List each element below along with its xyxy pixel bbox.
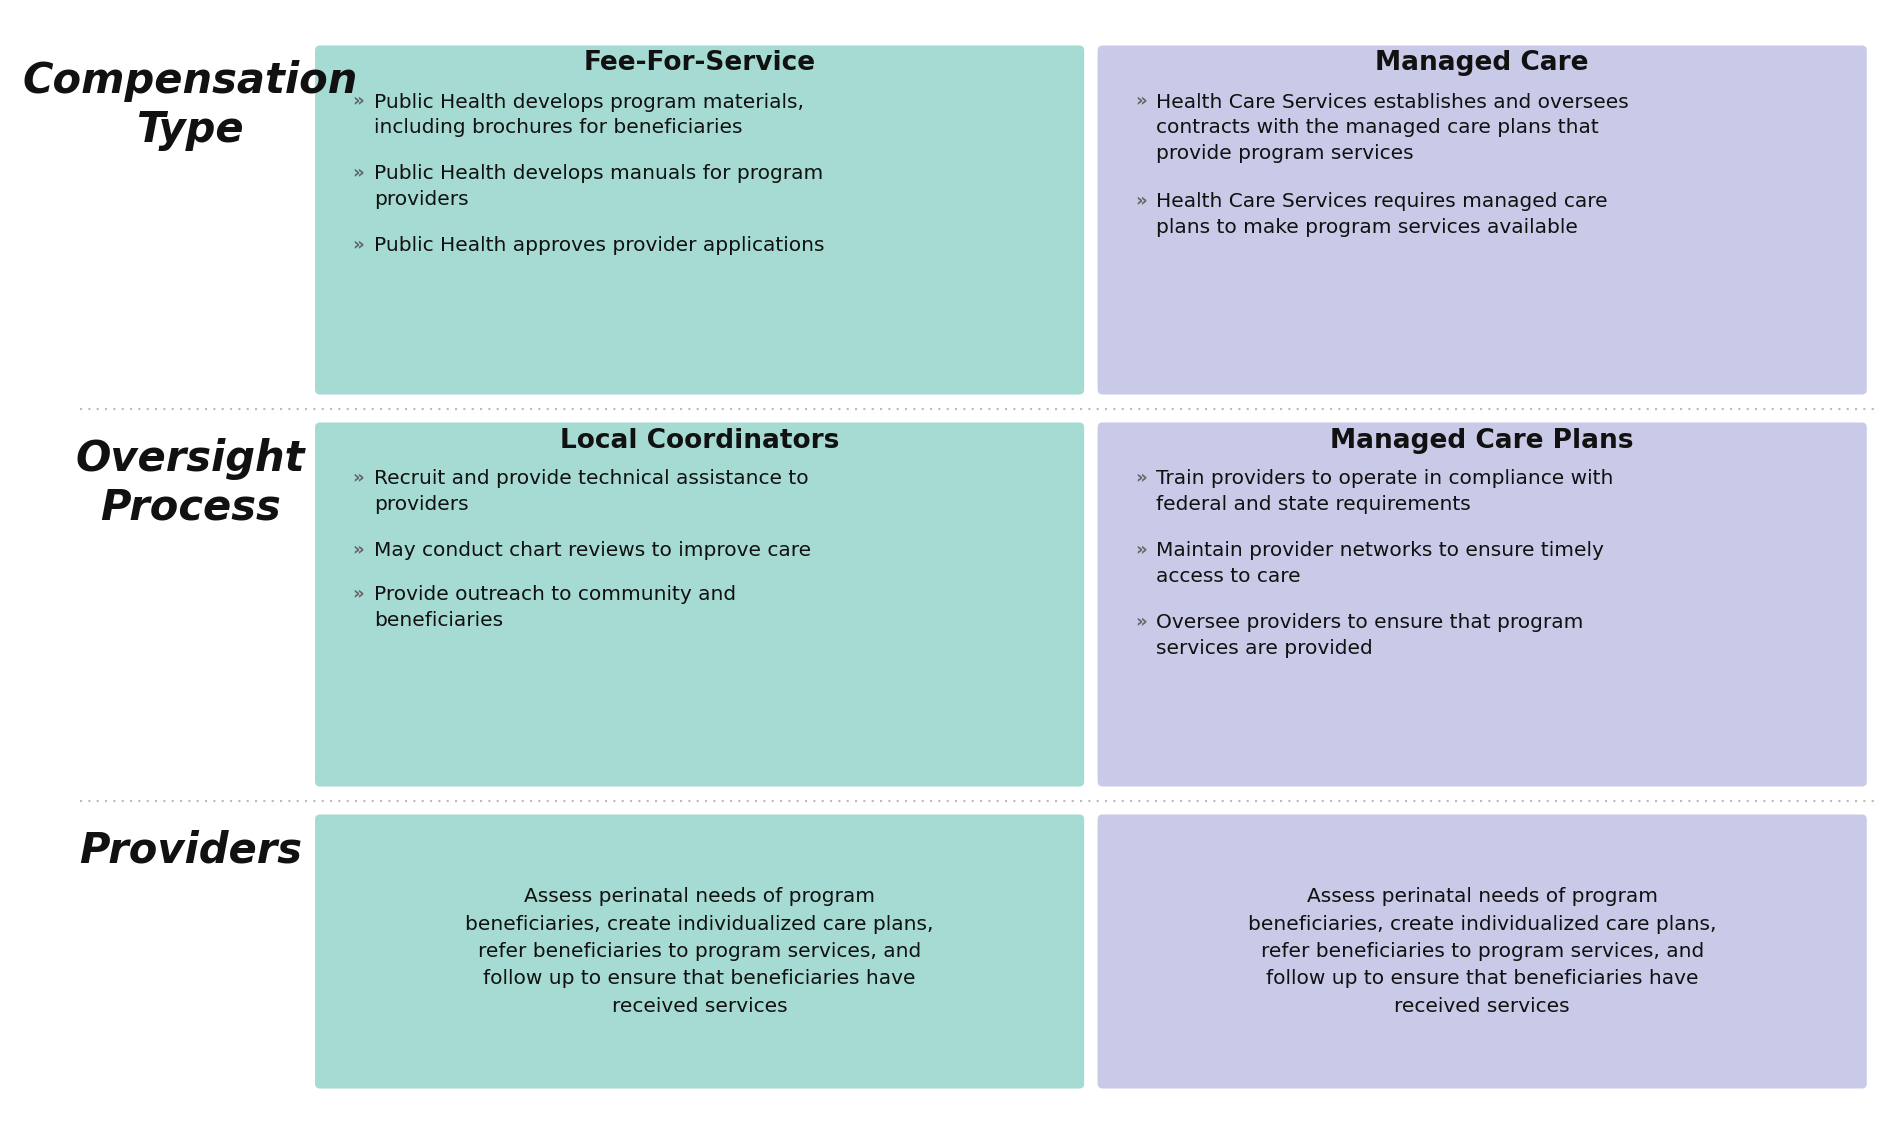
Text: Provide outreach to community and
beneficiaries: Provide outreach to community and benefi… — [373, 585, 736, 631]
Text: Oversight
Process: Oversight Process — [75, 438, 306, 528]
Text: »: » — [353, 585, 364, 603]
Text: Recruit and provide technical assistance to
providers: Recruit and provide technical assistance… — [373, 469, 809, 514]
Text: Compensation
Type: Compensation Type — [23, 60, 358, 151]
Text: »: » — [1135, 613, 1147, 632]
FancyBboxPatch shape — [1098, 45, 1867, 395]
Text: May conduct chart reviews to improve care: May conduct chart reviews to improve car… — [373, 541, 811, 560]
Text: Managed Care: Managed Care — [1375, 51, 1588, 76]
Text: Assess perinatal needs of program
beneficiaries, create individualized care plan: Assess perinatal needs of program benefi… — [466, 888, 934, 1016]
Text: Train providers to operate in compliance with
federal and state requirements: Train providers to operate in compliance… — [1156, 469, 1614, 514]
FancyBboxPatch shape — [1098, 423, 1867, 787]
Text: Local Coordinators: Local Coordinators — [560, 428, 839, 454]
Text: »: » — [1135, 93, 1147, 110]
Text: »: » — [353, 541, 364, 559]
FancyBboxPatch shape — [315, 814, 1084, 1089]
Text: Oversee providers to ensure that program
services are provided: Oversee providers to ensure that program… — [1156, 613, 1584, 658]
Text: Public Health develops program materials,
including brochures for beneficiaries: Public Health develops program materials… — [373, 93, 803, 137]
Text: Public Health approves provider applications: Public Health approves provider applicat… — [373, 236, 824, 255]
FancyBboxPatch shape — [315, 423, 1084, 787]
FancyBboxPatch shape — [315, 45, 1084, 395]
Text: Providers: Providers — [79, 829, 302, 872]
FancyBboxPatch shape — [1098, 814, 1867, 1089]
Text: Public Health develops manuals for program
providers: Public Health develops manuals for progr… — [373, 164, 822, 209]
Text: Maintain provider networks to ensure timely
access to care: Maintain provider networks to ensure tim… — [1156, 541, 1605, 586]
Text: »: » — [1135, 541, 1147, 559]
Text: »: » — [353, 236, 364, 254]
Text: »: » — [1135, 469, 1147, 488]
Text: »: » — [1135, 193, 1147, 211]
Text: »: » — [353, 164, 364, 183]
Text: Health Care Services requires managed care
plans to make program services availa: Health Care Services requires managed ca… — [1156, 193, 1609, 237]
Text: Assess perinatal needs of program
beneficiaries, create individualized care plan: Assess perinatal needs of program benefi… — [1249, 888, 1716, 1016]
Text: Fee-For-Service: Fee-For-Service — [583, 51, 815, 76]
Text: »: » — [353, 469, 364, 488]
Text: Managed Care Plans: Managed Care Plans — [1330, 428, 1633, 454]
Text: Health Care Services establishes and oversees
contracts with the managed care pl: Health Care Services establishes and ove… — [1156, 93, 1630, 163]
Text: »: » — [353, 93, 364, 110]
